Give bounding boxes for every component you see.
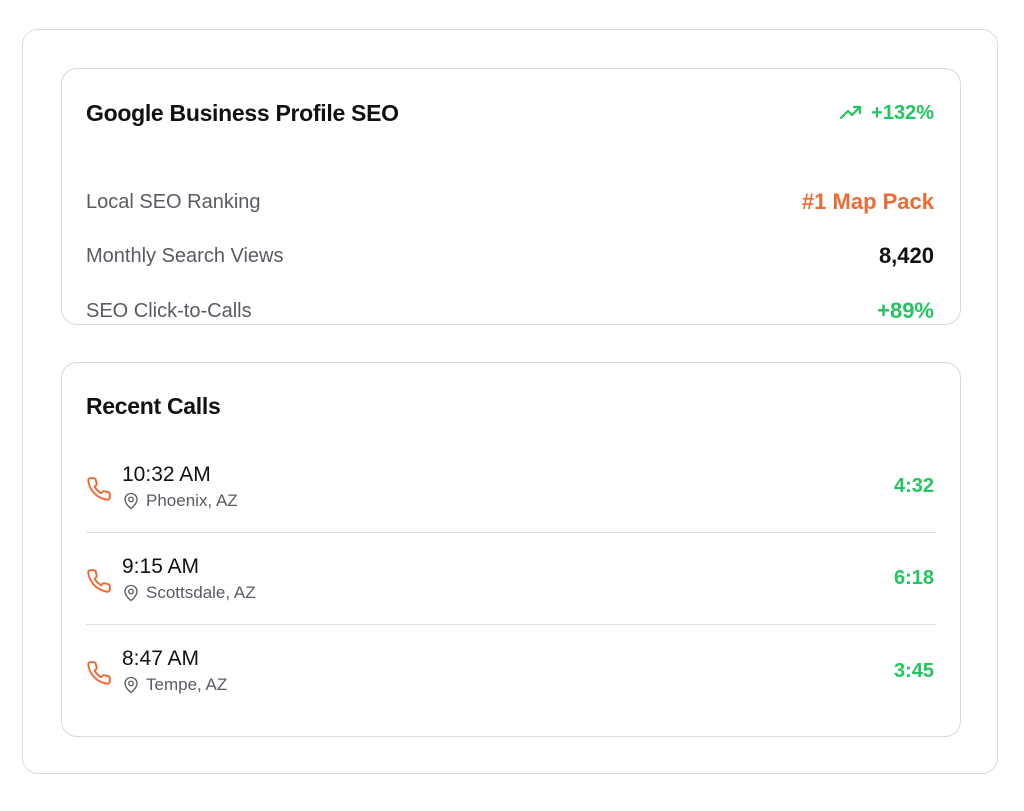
call-duration: 6:18 (893, 567, 934, 589)
call-location: Scottsdale, AZ (122, 583, 256, 603)
metric-label: Monthly Search Views (86, 244, 284, 267)
phone-icon (87, 661, 111, 685)
call-time: 8:47 AM (122, 647, 200, 670)
dashboard-panel: Google Business Profile SEO +132% Local … (22, 29, 998, 774)
call-duration: 3:45 (893, 659, 934, 682)
metric-label: SEO Click-to-Calls (86, 299, 252, 322)
phone-icon (87, 568, 111, 593)
call-info: 9:15 AM Scottsdale, AZ (86, 555, 256, 603)
recent-calls-title: Recent Calls (86, 393, 221, 419)
call-duration: 4:32 (893, 475, 934, 497)
call-text: 9:15 AM Scottsdale, AZ (122, 555, 256, 603)
metric-row-local-seo-ranking: Local SEO Ranking #1 Map Pack (86, 187, 934, 217)
metric-value-search-views: 8,420 (878, 243, 934, 268)
metric-row-click-to-calls: SEO Click-to-Calls +89% (86, 296, 934, 326)
seo-trend-value: +132% (871, 101, 934, 124)
recent-calls-card: Recent Calls 10:32 AM Phoenix, AZ (61, 362, 961, 737)
call-location-text: Phoenix, AZ (146, 490, 238, 510)
call-list-item[interactable]: 8:47 AM Tempe, AZ 3:45 (86, 625, 936, 717)
call-info: 10:32 AM Phoenix, AZ (86, 463, 238, 511)
map-pin-icon (124, 492, 138, 509)
trending-up-icon (840, 105, 862, 120)
call-info: 8:47 AM Tempe, AZ (86, 647, 227, 695)
phone-icon (87, 476, 111, 501)
call-time: 10:32 AM (122, 462, 211, 486)
seo-card-title: Google Business Profile SEO (86, 99, 399, 126)
metric-value-click-to-calls: +89% (877, 298, 934, 323)
call-location-text: Tempe, AZ (146, 675, 228, 694)
metric-label: Local SEO Ranking (86, 190, 261, 213)
seo-card: Google Business Profile SEO +132% Local … (61, 68, 961, 325)
call-location: Phoenix, AZ (122, 491, 238, 511)
call-text: 10:32 AM Phoenix, AZ (122, 463, 238, 511)
call-text: 8:47 AM Tempe, AZ (122, 647, 227, 695)
seo-trend-badge: +132% (839, 101, 934, 125)
call-location: Tempe, AZ (122, 675, 227, 695)
map-pin-icon (124, 584, 138, 601)
metric-row-monthly-search-views: Monthly Search Views 8,420 (86, 241, 934, 271)
map-pin-icon (124, 676, 138, 694)
metric-value-ranking: #1 Map Pack (801, 189, 934, 214)
call-list-item[interactable]: 10:32 AM Phoenix, AZ 4:32 (86, 441, 936, 533)
call-list-item[interactable]: 9:15 AM Scottsdale, AZ 6:18 (86, 533, 936, 625)
call-time: 9:15 AM (122, 554, 200, 578)
seo-card-header: Google Business Profile SEO +132% (86, 99, 934, 127)
call-location-text: Scottsdale, AZ (146, 582, 256, 602)
